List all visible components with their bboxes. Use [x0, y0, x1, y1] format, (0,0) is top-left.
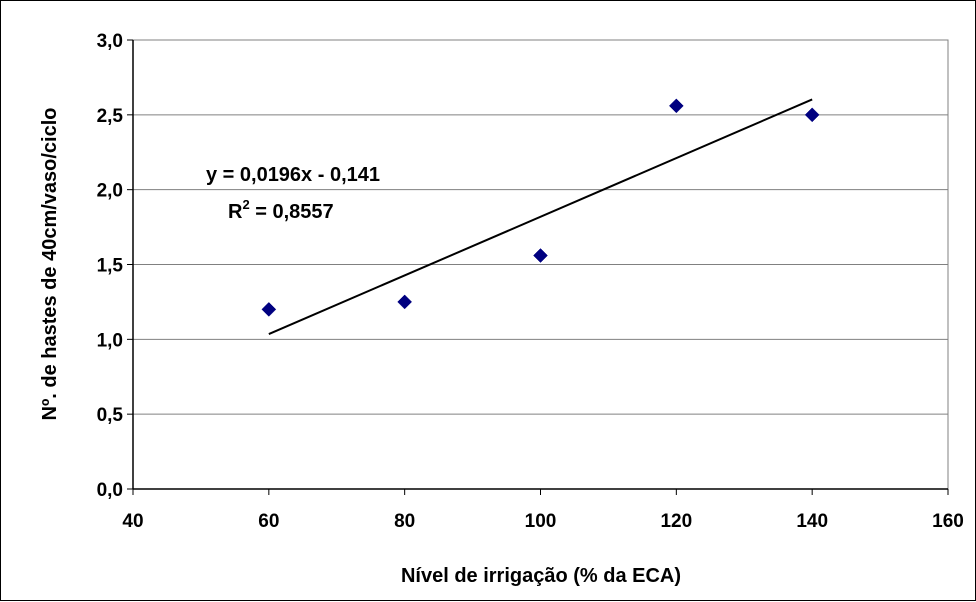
y-tick-label: 3,0	[97, 31, 123, 52]
data-point-marker	[804, 107, 820, 123]
data-point-marker	[533, 248, 548, 263]
data-points	[261, 98, 820, 317]
trendline	[268, 98, 813, 336]
x-tick-label: 120	[660, 511, 692, 532]
x-tick-label: 60	[258, 511, 279, 532]
x-tick-label: 80	[394, 511, 415, 532]
trendline-group	[268, 98, 813, 336]
data-point-marker	[261, 302, 277, 317]
data-point-marker	[668, 98, 684, 114]
gridlines	[132, 39, 949, 490]
axes	[127, 39, 949, 495]
x-tick-label: 160	[932, 511, 964, 532]
y-tick-label: 1,5	[97, 256, 124, 277]
trendline-equation: y = 0,0196x - 0,141	[206, 164, 380, 186]
y-axis-title: Nº. de hastes de 40cm/vaso/ciclo	[39, 107, 61, 420]
y-tick-label: 0,5	[97, 405, 124, 426]
data-point-marker	[397, 294, 413, 310]
y-tick-label: 1,0	[97, 330, 123, 351]
y-tick-label: 0,0	[97, 480, 123, 501]
x-tick-label: 40	[122, 511, 143, 532]
y-tick-label: 2,0	[97, 181, 123, 202]
r-squared-label: R2 = 0,8557	[228, 197, 334, 223]
x-axis-title: Nível de irrigação (% da ECA)	[401, 565, 681, 587]
tick-labels: 0,0 0,5 1,0 1,5 2,0 2,5 3,0 40 60 80 100 120 140 160	[97, 31, 964, 532]
y-tick-label: 2,5	[97, 106, 124, 127]
x-tick-label: 100	[525, 511, 557, 532]
x-tick-label: 140	[796, 511, 828, 532]
